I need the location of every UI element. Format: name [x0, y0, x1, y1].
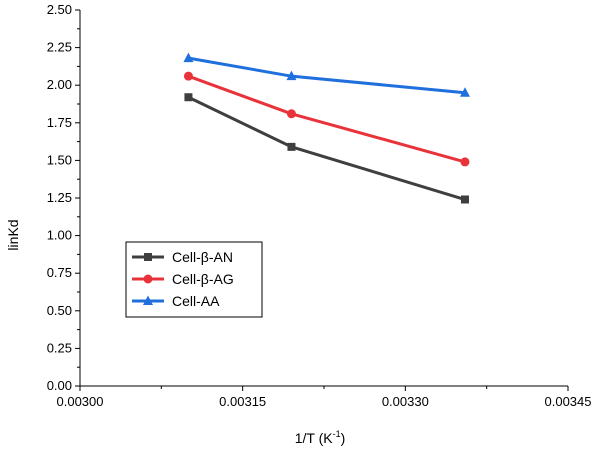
- data-point: [183, 71, 193, 81]
- y-tick-label: 1.75: [47, 115, 72, 130]
- y-tick-label: 2.25: [47, 40, 72, 55]
- x-axis-title-close: ): [341, 430, 346, 446]
- y-tick-label: 1.00: [47, 228, 72, 243]
- x-tick-label: 0.00330: [382, 394, 429, 409]
- series-line: [187, 95, 466, 201]
- legend-marker: [144, 253, 152, 261]
- data-point: [286, 70, 297, 81]
- x-axis-title-main: 1/T (K: [295, 430, 334, 446]
- y-tick-label: 0.00: [47, 378, 72, 393]
- legend: Cell-β-AN Cell-β-AG Cell-AA: [125, 241, 263, 318]
- x-tick-label: 0.00300: [57, 394, 104, 409]
- axes: 0.00 0.25 0.50 0.75 1.00 1.25 1.50 1.75 2.00 2.25…: [47, 2, 592, 409]
- x-tick-label: 0.00315: [219, 394, 266, 409]
- series: [183, 52, 470, 97]
- y-tick-label: 1.25: [47, 190, 72, 205]
- x-axis-title: 1/T (K-1): [295, 429, 346, 446]
- data-point: [459, 87, 470, 97]
- data-point: [460, 157, 470, 167]
- series-line: [188, 56, 466, 95]
- legend-marker: [143, 295, 153, 305]
- data-point: [460, 195, 469, 204]
- data-point: [184, 93, 193, 102]
- y-tick-label: 0.75: [47, 265, 72, 280]
- y-tick-label: 1.50: [47, 152, 72, 167]
- y-tick-label: 2.00: [47, 77, 72, 92]
- series: [183, 71, 470, 167]
- legend-marker: [143, 274, 153, 284]
- x-tick-label: 0.00345: [545, 394, 592, 409]
- y-axis-title: linKd: [5, 219, 21, 250]
- data-point: [286, 109, 296, 119]
- data-point: [183, 52, 194, 63]
- legend-label: Cell-β-AN: [172, 249, 233, 265]
- legend-label: Cell-AA: [172, 293, 220, 309]
- legend-label: Cell-β-AG: [172, 271, 234, 287]
- series-layer: [183, 52, 470, 204]
- x-axis-title-sup: -1: [333, 429, 341, 439]
- series: [184, 93, 469, 204]
- data-point: [287, 142, 296, 151]
- y-tick-label: 2.50: [47, 2, 72, 17]
- y-tick-label: 0.50: [47, 303, 72, 318]
- y-tick-label: 0.25: [47, 340, 72, 355]
